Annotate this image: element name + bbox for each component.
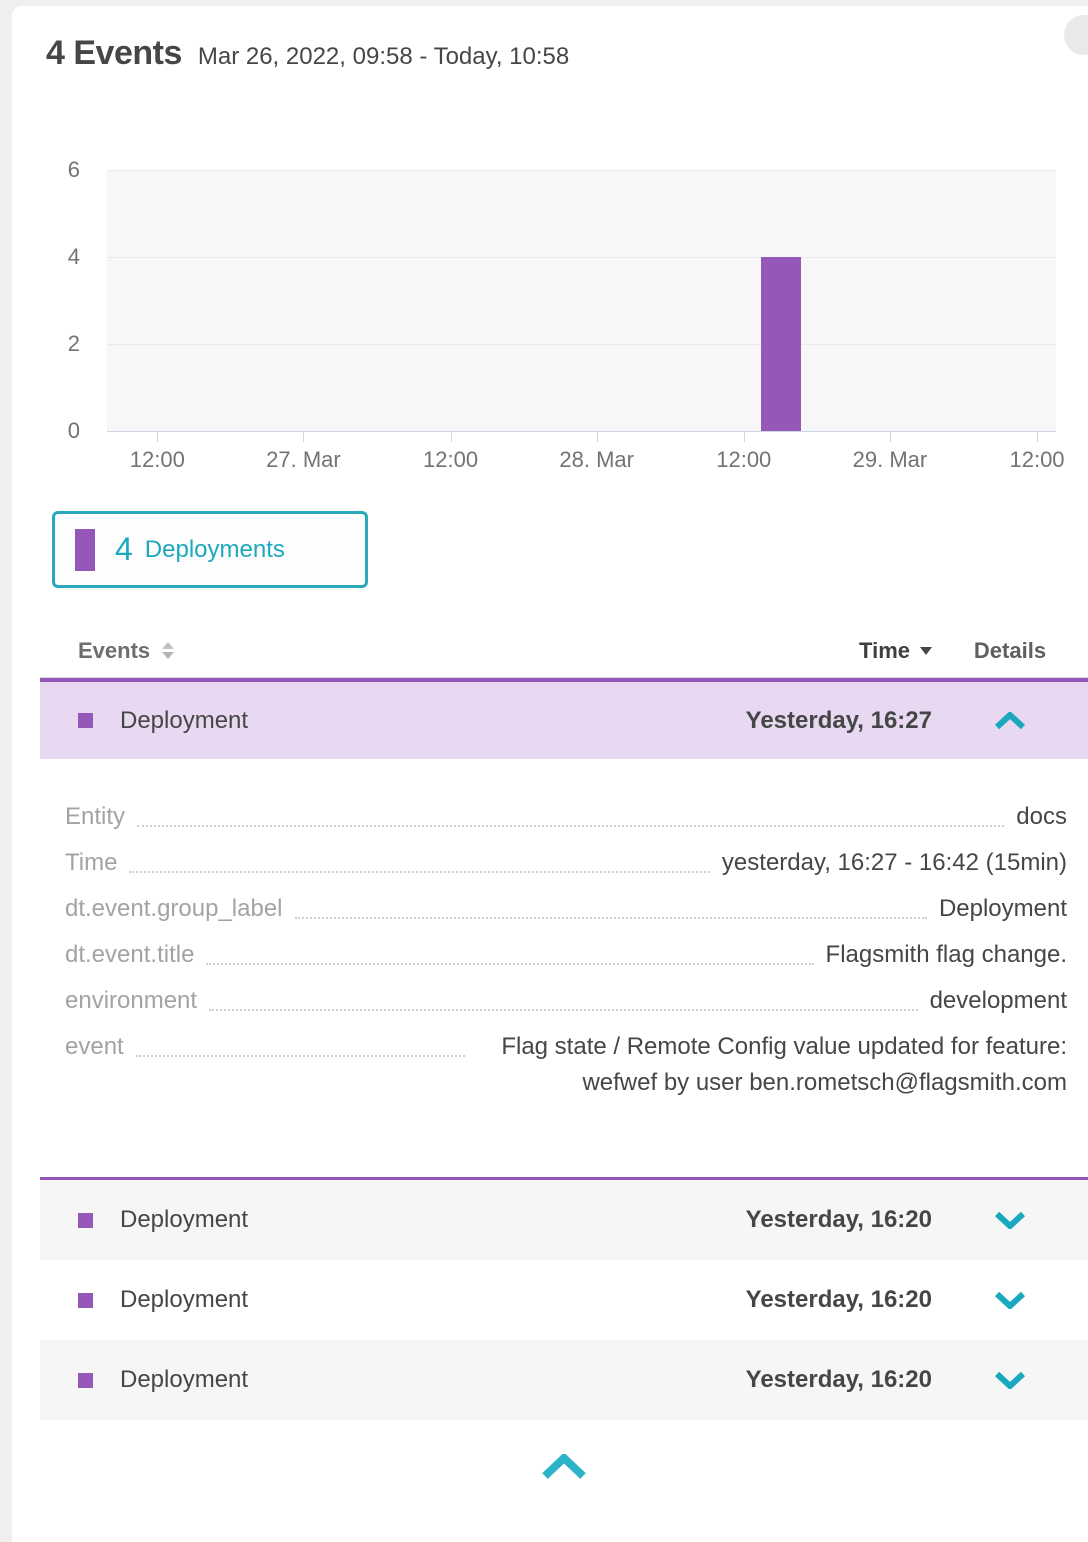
detail-value: docs (1016, 803, 1067, 830)
dotted-leader (129, 849, 710, 873)
legend-label: Deployments (144, 535, 285, 563)
detail-key: Entity (65, 803, 126, 830)
dotted-leader (137, 803, 1005, 827)
detail-value: yesterday, 16:27 - 16:42 (15min) (721, 849, 1067, 876)
chart-x-tickmarks (107, 432, 1056, 442)
x-tick-label: 27. Mar (266, 447, 341, 472)
event-details-panel: Entity docs Time yesterday, 16:27 - 16:4… (40, 759, 1088, 1180)
gridline (107, 170, 1056, 171)
x-tick-label: 12:00 (1009, 447, 1065, 472)
detail-value: Deployment (938, 895, 1067, 922)
event-row[interactable]: Deployment Yesterday, 16:27 (40, 678, 1088, 759)
event-time: Yesterday, 16:20 (745, 1206, 932, 1233)
event-time: Yesterday, 16:20 (745, 1286, 932, 1313)
detail-value: Flag state / Remote Config value updated… (501, 1033, 1067, 1096)
collapse-row-button[interactable] (932, 711, 1088, 730)
corner-circle-decoration (1064, 15, 1088, 55)
event-row[interactable]: Deployment Yesterday, 16:20 (40, 1180, 1088, 1260)
event-name: Deployment (120, 1206, 249, 1233)
events-panel: 4 Events Mar 26, 2022, 09:58 - Today, 10… (12, 6, 1088, 1542)
expand-row-button[interactable] (932, 1371, 1088, 1389)
details-column-header: Details (973, 637, 1047, 663)
time-column-header[interactable]: Time (859, 638, 932, 664)
event-name: Deployment (120, 1286, 249, 1313)
collapse-list-button[interactable] (40, 1454, 1088, 1480)
expand-row-button[interactable] (932, 1291, 1088, 1309)
detail-row: Entity docs (65, 803, 1067, 831)
events-table: Events Time Details Deployment Yesterday… (40, 624, 1088, 1480)
deployment-swatch-icon (78, 713, 93, 728)
x-tick-label: 12:00 (423, 447, 479, 472)
table-header-row: Events Time Details (40, 624, 1088, 678)
chevron-down-icon (994, 1371, 1026, 1389)
page-title: 4 Events (46, 34, 182, 72)
deployment-swatch-icon (78, 1212, 93, 1228)
legend-count: 4 (115, 531, 133, 567)
panel-header: 4 Events Mar 26, 2022, 09:58 - Today, 10… (46, 34, 569, 73)
detail-key: Time (65, 849, 118, 876)
detail-value: development (929, 987, 1067, 1014)
detail-value: Flagsmith flag change. (825, 941, 1067, 968)
deployment-swatch-icon (78, 1372, 93, 1388)
gridline (107, 257, 1056, 258)
detail-row: environment development (65, 987, 1067, 1015)
x-tick-label: 12:00 (129, 447, 185, 472)
detail-row: dt.event.group_label Deployment (65, 895, 1067, 923)
deployment-swatch-icon (78, 1292, 93, 1308)
events-column-header[interactable]: Events (78, 637, 151, 663)
x-tick-label: 29. Mar (852, 447, 928, 472)
y-tick-label: 0 (67, 418, 80, 443)
detail-row: dt.event.title Flagsmith flag change. (65, 941, 1067, 969)
expand-row-button[interactable] (932, 1211, 1088, 1229)
chart-bar[interactable] (760, 257, 801, 431)
event-time: Yesterday, 16:27 (745, 706, 932, 734)
event-time: Yesterday, 16:20 (745, 1366, 932, 1393)
detail-row: event Flag state / Remote Config value u… (65, 1033, 1067, 1101)
detail-key: dt.event.group_label (65, 895, 283, 922)
x-tick-label: 12:00 (716, 447, 772, 472)
event-row[interactable]: Deployment Yesterday, 16:20 (40, 1260, 1088, 1340)
time-range-label: Mar 26, 2022, 09:58 - Today, 10:58 (197, 43, 570, 70)
detail-row: Time yesterday, 16:27 - 16:42 (15min) (65, 849, 1067, 877)
event-name: Deployment (120, 706, 249, 734)
gridline (107, 344, 1056, 345)
chevron-down-icon (994, 1291, 1026, 1309)
chevron-down-icon (994, 1211, 1026, 1229)
legend-swatch (75, 528, 95, 571)
legend-deployments-toggle[interactable]: 4 Deployments (52, 511, 368, 588)
detail-key: event (65, 1033, 124, 1060)
dotted-leader (135, 1033, 465, 1057)
detail-key: dt.event.title (65, 941, 195, 968)
event-name: Deployment (120, 1366, 249, 1393)
y-tick-label: 2 (67, 331, 80, 356)
y-tick-label: 4 (67, 244, 80, 269)
events-timeline-chart (107, 170, 1056, 432)
x-tick-label: 28. Mar (559, 447, 634, 472)
event-row[interactable]: Deployment Yesterday, 16:20 (40, 1340, 1088, 1420)
dotted-leader (294, 895, 927, 919)
chevron-up-icon (542, 1454, 586, 1479)
detail-key: environment (65, 987, 198, 1014)
sort-icon[interactable] (162, 642, 175, 659)
dotted-leader (209, 987, 918, 1011)
y-tick-label: 6 (67, 157, 80, 182)
dotted-leader (206, 941, 814, 965)
chevron-up-icon (994, 711, 1026, 729)
chart-x-axis: 12:00 27. Mar 12:00 28. Mar 12:00 29. Ma… (107, 447, 1065, 475)
caret-down-icon (920, 646, 932, 655)
